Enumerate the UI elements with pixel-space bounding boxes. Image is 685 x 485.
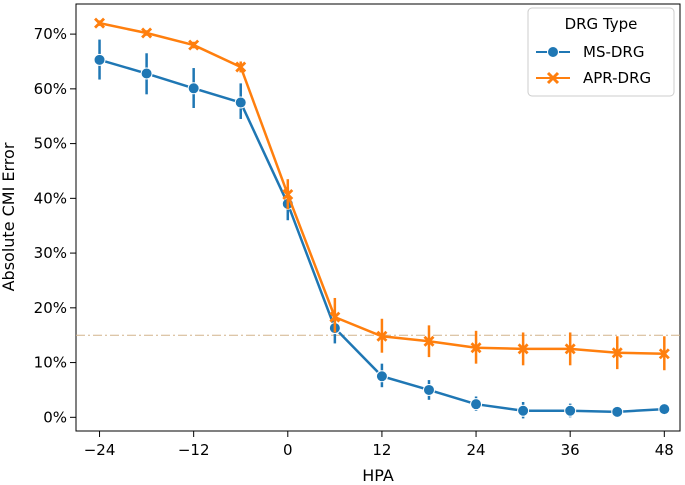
data-point: [187, 82, 200, 95]
legend-ms-drg-marker: [547, 46, 559, 58]
data-point: [375, 370, 388, 383]
x-tick-label: −12: [178, 441, 210, 459]
axis-layer: −24 −12 0 12 24 36 48 0% 10% 20% 30% 40% 50% 60% 70%: [34, 25, 674, 459]
data-point: [470, 398, 483, 411]
series-layer: [93, 17, 671, 419]
y-tick-label: 0%: [43, 408, 67, 426]
x-tick-label: 0: [283, 441, 293, 459]
data-point: [235, 61, 247, 73]
data-point: [329, 311, 341, 323]
series-apr-drg: [94, 17, 670, 371]
legend: DRG Type MS-DRG APR-DRG: [527, 7, 675, 97]
data-point: [282, 189, 294, 200]
data-point: [234, 96, 247, 109]
series-ms-drg: [93, 39, 671, 419]
data-point: [658, 403, 671, 416]
x-tick-label: 24: [467, 441, 486, 459]
data-point: [517, 404, 530, 417]
y-tick-label: 60%: [34, 80, 67, 98]
y-tick-label: 70%: [34, 25, 67, 43]
data-point: [564, 343, 576, 355]
legend-apr-drg-marker: [546, 71, 560, 85]
data-point: [94, 17, 106, 29]
data-point: [517, 343, 529, 355]
data-point: [140, 67, 153, 80]
y-tick-label: 40%: [34, 189, 67, 207]
legend-box: [527, 7, 675, 97]
x-tick-label: 12: [372, 441, 391, 459]
y-axis-label: Absolute CMI Error: [0, 142, 18, 291]
data-point: [470, 342, 482, 354]
data-point: [611, 347, 623, 359]
data-point: [188, 39, 200, 51]
legend-apr-drg-label: APR-DRG: [583, 69, 651, 87]
x-tick-label: −24: [84, 441, 116, 459]
data-point: [423, 335, 435, 347]
data-point: [611, 405, 624, 418]
plot-frame: [75, 3, 681, 432]
data-point: [93, 53, 106, 66]
data-point: [658, 348, 670, 360]
x-tick-label: 36: [561, 441, 580, 459]
y-tick-label: 50%: [34, 135, 67, 153]
y-tick-label: 20%: [34, 299, 67, 317]
legend-title: DRG Type: [565, 15, 638, 33]
x-tick-label: 48: [655, 441, 674, 459]
series-line: [98, 58, 666, 414]
y-tick-label: 10%: [34, 354, 67, 372]
data-point: [376, 330, 388, 342]
y-tick-label: 30%: [34, 244, 67, 262]
x-axis-label: HPA: [362, 466, 394, 485]
legend-ms-drg-label: MS-DRG: [583, 43, 644, 61]
data-point: [564, 404, 577, 417]
data-point: [141, 27, 153, 39]
data-point: [422, 383, 435, 396]
